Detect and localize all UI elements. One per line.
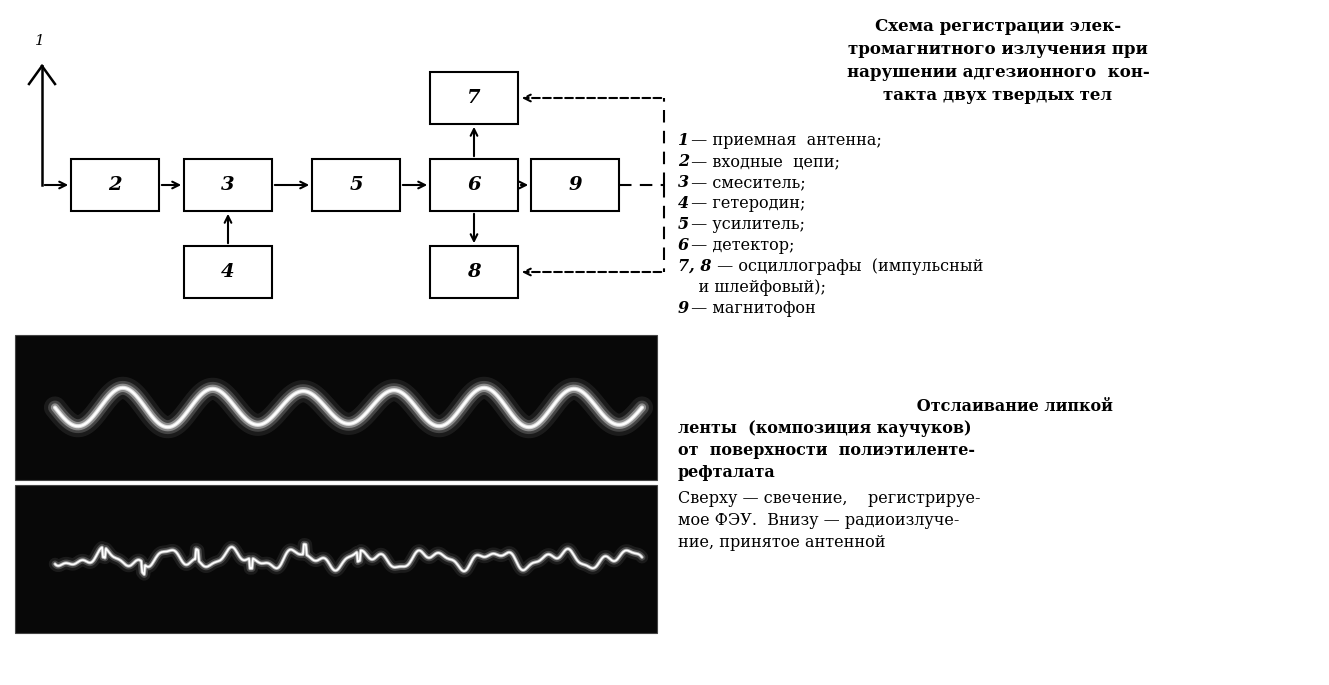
Text: 4: 4 (678, 195, 690, 212)
Text: 9: 9 (569, 176, 582, 194)
Text: рефталата: рефталата (678, 464, 776, 481)
FancyBboxPatch shape (431, 246, 518, 298)
Text: нарушении адгезионного  кон-: нарушении адгезионного кон- (847, 64, 1150, 81)
Text: ние, принятое антенной: ние, принятое антенной (678, 534, 885, 551)
Text: 2: 2 (108, 176, 122, 194)
Text: — смеситель;: — смеситель; (687, 174, 807, 191)
Text: — входные  цепи;: — входные цепи; (687, 153, 840, 170)
Bar (15, 485, 657, 633)
Text: 8: 8 (468, 263, 481, 281)
Text: 2: 2 (678, 153, 690, 170)
Text: Отслаивание липкой: Отслаивание липкой (882, 398, 1112, 415)
Text: — детектор;: — детектор; (687, 237, 795, 254)
Text: 9: 9 (678, 300, 690, 317)
Text: — приемная  антенна;: — приемная антенна; (687, 132, 882, 149)
Text: 1: 1 (35, 34, 45, 48)
Text: — усилитель;: — усилитель; (687, 216, 805, 233)
Bar (15, 335, 657, 480)
Text: и шлейфовый);: и шлейфовый); (678, 279, 827, 296)
FancyBboxPatch shape (532, 159, 619, 211)
Text: ленты  (композиция каучуков): ленты (композиция каучуков) (678, 420, 971, 437)
Text: 7, 8: 7, 8 (678, 258, 711, 275)
Text: 5: 5 (678, 216, 690, 233)
FancyBboxPatch shape (431, 159, 518, 211)
Text: — магнитофон: — магнитофон (687, 300, 816, 317)
Text: 1: 1 (678, 132, 690, 149)
FancyBboxPatch shape (183, 159, 272, 211)
Text: 3: 3 (221, 176, 235, 194)
Text: 6: 6 (468, 176, 481, 194)
Text: — гетеродин;: — гетеродин; (687, 195, 805, 212)
Text: 4: 4 (221, 263, 235, 281)
FancyBboxPatch shape (70, 159, 159, 211)
Text: такта двух твердых тел: такта двух твердых тел (884, 87, 1112, 104)
Text: 6: 6 (678, 237, 690, 254)
Text: 3: 3 (678, 174, 690, 191)
Text: Сверху — свечение,    регистрируе-: Сверху — свечение, регистрируе- (678, 490, 981, 507)
Text: тромагнитного излучения при: тромагнитного излучения при (848, 41, 1148, 58)
FancyBboxPatch shape (312, 159, 400, 211)
Text: 5: 5 (350, 176, 363, 194)
Text: мое ФЭУ.  Внизу — радиоизлуче-: мое ФЭУ. Внизу — радиоизлуче- (678, 512, 960, 529)
FancyBboxPatch shape (183, 246, 272, 298)
FancyBboxPatch shape (431, 72, 518, 124)
Text: 7: 7 (468, 89, 481, 107)
Text: — осциллографы  (импульсный: — осциллографы (импульсный (712, 258, 983, 275)
Text: Схема регистрации элек-: Схема регистрации элек- (874, 18, 1122, 35)
Text: от  поверхности  полиэтиленте-: от поверхности полиэтиленте- (678, 442, 975, 459)
